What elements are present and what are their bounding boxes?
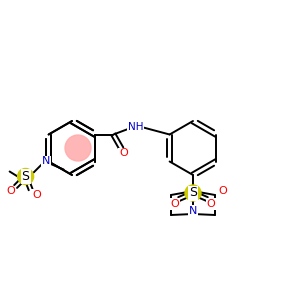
Text: O: O xyxy=(171,199,179,209)
Text: O: O xyxy=(6,187,15,196)
Circle shape xyxy=(65,135,91,161)
Text: O: O xyxy=(119,148,128,158)
Text: N: N xyxy=(189,206,197,216)
Circle shape xyxy=(18,169,34,184)
Text: NH: NH xyxy=(128,122,143,131)
Text: O: O xyxy=(219,186,227,196)
Text: S: S xyxy=(189,187,197,200)
Text: S: S xyxy=(22,170,30,183)
Text: O: O xyxy=(207,199,215,209)
Text: N: N xyxy=(41,157,50,166)
Text: O: O xyxy=(32,190,41,200)
Circle shape xyxy=(185,185,201,201)
